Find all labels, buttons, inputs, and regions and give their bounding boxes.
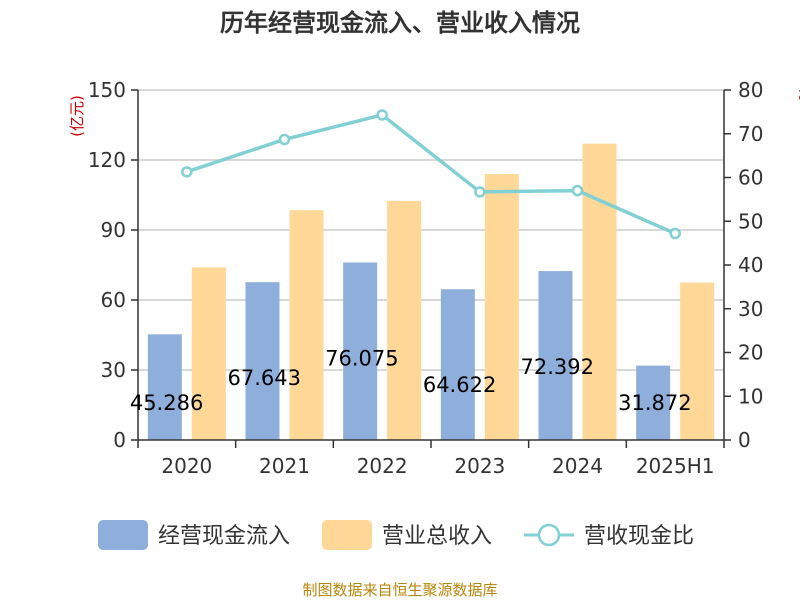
data-label-cash-inflow: 45.286 <box>130 391 203 415</box>
left-axis-unit: (亿元) <box>68 95 86 137</box>
bar-revenue <box>680 282 715 440</box>
legend-swatch-cash-inflow <box>98 520 148 550</box>
legend-label-cash-inflow: 经营现金流入 <box>158 524 290 549</box>
x-tick-label: 2021 <box>259 454 310 478</box>
right-tick-label: 10 <box>738 384 763 408</box>
legend-swatch-revenue <box>322 520 372 550</box>
data-label-cash-inflow: 76.075 <box>325 346 398 370</box>
x-tick-label: 2020 <box>161 454 212 478</box>
legend-marker-ratio <box>537 523 561 547</box>
right-tick-label: 50 <box>738 209 763 233</box>
left-tick-label: 90 <box>101 218 126 242</box>
bar-cash-inflow <box>440 289 475 440</box>
x-tick-label: 2025H1 <box>636 454 715 478</box>
right-axis-unit: % <box>795 87 800 101</box>
bar-cash-inflow <box>343 262 378 440</box>
data-labels: 45.286 67.643 76.075 64.622 72.392 31.872 <box>130 346 692 415</box>
right-tick-label: 40 <box>738 253 763 277</box>
ratio-point <box>474 186 486 198</box>
bar-cash-inflow <box>147 334 182 440</box>
right-tick-label: 20 <box>738 341 763 365</box>
bar-revenue <box>484 174 519 440</box>
data-label-cash-inflow: 64.622 <box>423 373 496 397</box>
right-tick-label: 70 <box>738 122 763 146</box>
bar-revenue <box>289 210 324 440</box>
ratio-point <box>571 184 584 197</box>
bars <box>147 143 715 440</box>
ratio-point <box>376 109 388 121</box>
data-label-cash-inflow: 72.392 <box>521 355 594 379</box>
chart-title: 历年经营现金流入、营业收入情况 <box>220 9 580 37</box>
bar-revenue <box>582 143 617 440</box>
ratio-line-path <box>186 113 676 236</box>
ratio-point <box>669 227 681 240</box>
bar-cash-inflow <box>538 271 573 440</box>
left-tick-label: 0 <box>113 428 126 452</box>
right-tick-label: 0 <box>738 428 751 452</box>
right-tick-label: 60 <box>738 166 763 190</box>
legend-label-ratio: 营收现金比 <box>584 524 694 549</box>
data-label-cash-inflow: 67.643 <box>228 366 301 390</box>
bar-revenue <box>387 200 422 440</box>
bar-cash-inflow <box>636 365 671 440</box>
right-tick-label: 80 <box>738 78 763 102</box>
grid-lines <box>138 89 724 371</box>
right-tick-label: 30 <box>738 297 763 321</box>
x-tick-label: 2024 <box>552 454 603 478</box>
ratio-point <box>278 133 291 146</box>
left-tick-label: 30 <box>101 358 126 382</box>
axes: 0 30 60 90 120 150 0 10 20 30 40 50 60 70 80 2020 2021 20… <box>88 78 764 478</box>
data-label-cash-inflow: 31.872 <box>618 391 691 415</box>
left-tick-label: 120 <box>88 148 126 172</box>
left-tick-label: 150 <box>88 78 126 102</box>
legend-label-revenue: 营业总收入 <box>382 524 492 549</box>
x-tick-label: 2023 <box>454 454 505 478</box>
bar-revenue <box>191 267 226 440</box>
source-note: 制图数据来自恒生聚源数据库 <box>302 581 497 599</box>
ratio-point <box>181 166 193 178</box>
ratio-line <box>181 109 681 240</box>
bar-cash-inflow <box>245 282 280 440</box>
left-tick-label: 60 <box>101 288 126 312</box>
x-tick-label: 2022 <box>357 454 408 478</box>
legend: 经营现金流入 营业总收入 营收现金比 <box>98 520 694 550</box>
